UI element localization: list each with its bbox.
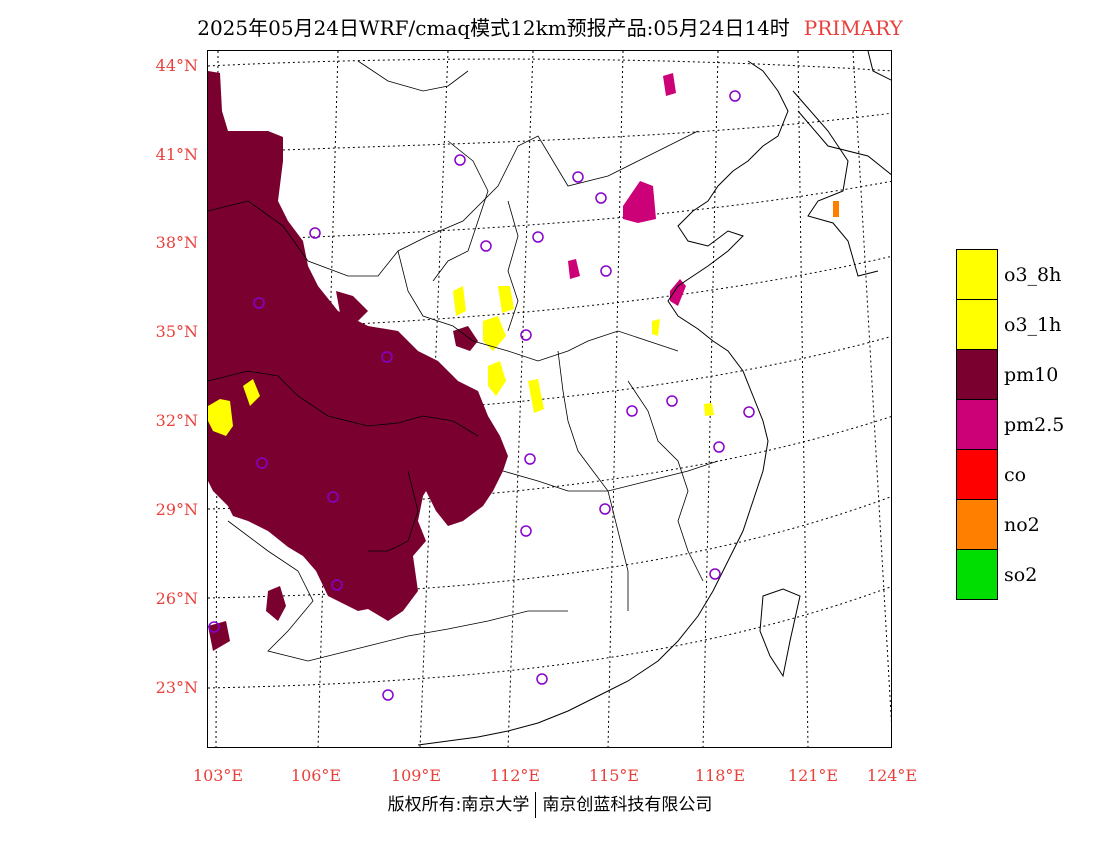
lon-label-109e: 109°E: [390, 766, 442, 785]
legend-swatch-o3-1h: [957, 300, 997, 350]
legend-label-so2: so2: [1004, 564, 1038, 586]
lon-label-106e: 106°E: [290, 766, 342, 785]
title-text: 2025年05月24日WRF/cmaq模式12km预报产品:05月24日14时: [197, 16, 790, 40]
lat-label-32n: 32°N: [155, 411, 198, 430]
lat-label-23n: 23°N: [155, 678, 198, 697]
lat-label-29n: 29°N: [155, 500, 198, 519]
legend-label-o3-8h: o3_8h: [1004, 264, 1062, 286]
footer-divider: [535, 792, 537, 818]
legend-swatch-pm10: [957, 350, 997, 400]
o3-regions: [208, 286, 714, 436]
legend-swatch-pm25: [957, 400, 997, 450]
copyright-left: 版权所有:南京大学: [387, 795, 530, 815]
lat-label-26n: 26°N: [155, 589, 198, 608]
legend-label-no2: no2: [1004, 514, 1040, 536]
legend-swatch-so2: [957, 550, 997, 599]
lon-label-124e: 124°E: [866, 766, 918, 785]
primary-tag: PRIMARY: [803, 16, 903, 40]
legend-swatch-o3-8h: [957, 250, 997, 300]
copyright-right: 南京创蓝科技有限公司: [542, 795, 713, 815]
legend-swatch-co: [957, 450, 997, 500]
coastline: [417, 51, 891, 746]
lon-label-103e: 103°E: [192, 766, 244, 785]
pm10-regions: [208, 71, 508, 651]
legend-label-o3-1h: o3_1h: [1004, 314, 1062, 336]
lat-label-38n: 38°N: [155, 233, 198, 252]
pm25-regions: [568, 73, 686, 306]
legend-swatches: [956, 249, 998, 600]
lon-label-112e: 112°E: [489, 766, 541, 785]
province-borders: [208, 60, 719, 662]
map-title: 2025年05月24日WRF/cmaq模式12km预报产品:05月24日14时 P…: [0, 12, 1100, 41]
lon-label-115e: 115°E: [588, 766, 640, 785]
legend-label-pm25: pm2.5: [1004, 414, 1065, 436]
no2-region: [833, 201, 839, 217]
legend-swatch-no2: [957, 500, 997, 550]
lon-label-118e: 118°E: [694, 766, 746, 785]
legend-label-pm10: pm10: [1004, 364, 1059, 386]
map-canvas: [208, 51, 891, 747]
forecast-map: [207, 50, 892, 748]
legend-label-co: co: [1004, 464, 1027, 486]
lat-label-35n: 35°N: [155, 322, 198, 341]
lon-label-121e: 121°E: [787, 766, 839, 785]
station-markers: [208, 90, 755, 701]
lat-label-44n: 44°N: [155, 56, 198, 75]
lat-label-41n: 41°N: [155, 145, 198, 164]
copyright-footer: 版权所有:南京大学 南京创蓝科技有限公司: [0, 790, 1100, 818]
